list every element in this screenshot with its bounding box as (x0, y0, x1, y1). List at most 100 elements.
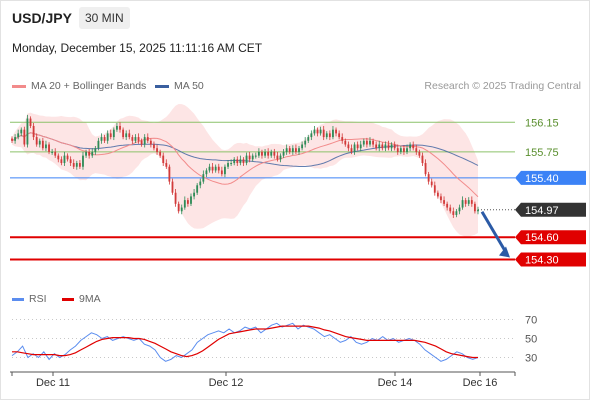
candle-body (359, 144, 362, 149)
candle-body (45, 144, 47, 149)
x-tick-label: Dec 14 (378, 377, 413, 389)
candle-body (217, 166, 220, 171)
candle-body (313, 129, 316, 134)
level-label-155.40: 155.40 (525, 173, 559, 185)
candle-body (267, 151, 270, 156)
candle-body (54, 151, 57, 156)
candle-body (304, 140, 307, 145)
candle-body (372, 140, 374, 145)
candle-body (26, 118, 29, 145)
candle-body (239, 159, 242, 164)
candle-body (254, 155, 257, 157)
candle-body (116, 125, 118, 130)
candle-body (406, 148, 408, 152)
candle-body (174, 192, 177, 204)
candle-body (48, 144, 50, 152)
candle-body (399, 148, 402, 152)
candle-body (467, 200, 470, 204)
rsi-line (11, 322, 479, 362)
candle-body (214, 166, 217, 171)
candle-body (162, 155, 165, 164)
candle-body (291, 148, 294, 152)
candle-body (282, 151, 285, 156)
candle-body (199, 181, 202, 186)
x-tick-label: Dec 16 (463, 377, 498, 389)
candle-body (122, 129, 125, 138)
candle-body (285, 148, 288, 152)
candle-body (72, 163, 75, 167)
level-label-154.60: 154.60 (525, 232, 559, 244)
candle-body (356, 144, 359, 149)
timeframe-badge[interactable]: 30 MIN (79, 7, 130, 29)
forecast-arrow-head (499, 246, 510, 258)
candle-body (20, 129, 23, 134)
candle-body (137, 137, 140, 141)
candle-body (276, 155, 279, 160)
candle-body (387, 144, 390, 149)
candle-body (128, 133, 131, 138)
candle-body (245, 155, 248, 164)
candle-body (449, 207, 452, 212)
rsi-9ma-line (12, 325, 478, 359)
legend-ma50-label: MA 50 (174, 80, 204, 92)
candle-body (261, 151, 263, 156)
legend-9ma-label: 9MA (79, 293, 101, 305)
candle-body (455, 211, 458, 215)
candle-body (78, 163, 81, 167)
symbol-title: USD/JPY (12, 10, 72, 26)
candle-body (69, 159, 72, 164)
ma20-swatch (12, 84, 26, 88)
forecast-arrow-line (480, 211, 508, 254)
candle-body (193, 192, 195, 197)
candle-body (316, 129, 319, 134)
candle-body (100, 137, 103, 141)
candle-body (32, 125, 35, 138)
candle-body (452, 211, 455, 215)
candle-body (75, 163, 78, 167)
legend-ma50: MA 50 (155, 80, 204, 92)
candle-body (103, 137, 106, 141)
candle-body (230, 163, 233, 165)
candle-body (335, 129, 337, 134)
candle-body (220, 170, 223, 175)
candle-body (165, 163, 168, 167)
candle-body (365, 140, 368, 145)
candle-body (57, 155, 60, 160)
candle-body (125, 133, 128, 138)
candle-body (470, 200, 473, 204)
candle-body (295, 148, 297, 152)
candle-body (159, 151, 162, 156)
candle-body (94, 148, 97, 152)
candle-body (412, 144, 415, 149)
legend-ma20-label: MA 20 + Bollinger Bands (31, 80, 147, 92)
candle-body (85, 151, 87, 156)
candle-body (35, 137, 38, 145)
level-tag-154.97 (515, 202, 586, 217)
candle-body (227, 163, 229, 167)
candle-body (248, 155, 251, 160)
candle-body (353, 144, 356, 152)
bollinger-band (12, 103, 478, 237)
candle-body (171, 181, 174, 193)
candle-body (51, 151, 54, 153)
candle-body (82, 155, 84, 167)
credit-text: Research © 2025 Trading Central (424, 80, 581, 92)
candle-body (264, 151, 266, 156)
candle-body (183, 200, 186, 208)
candle-body (307, 137, 310, 141)
candle-body (29, 118, 32, 126)
rsi-tick-50: 50 (525, 334, 537, 346)
candle-body (322, 129, 325, 138)
candle-body (384, 144, 387, 149)
candle-body (369, 140, 371, 145)
candle-body (236, 159, 239, 164)
candle-body (109, 133, 112, 138)
candle-body (23, 129, 26, 145)
candle-body (409, 144, 412, 149)
candle-body (270, 151, 273, 156)
level-label-156.15: 156.15 (525, 117, 559, 129)
candle-body (415, 148, 418, 152)
ma50-swatch (155, 84, 169, 88)
candle-body (211, 166, 214, 171)
candle-body (464, 200, 467, 204)
